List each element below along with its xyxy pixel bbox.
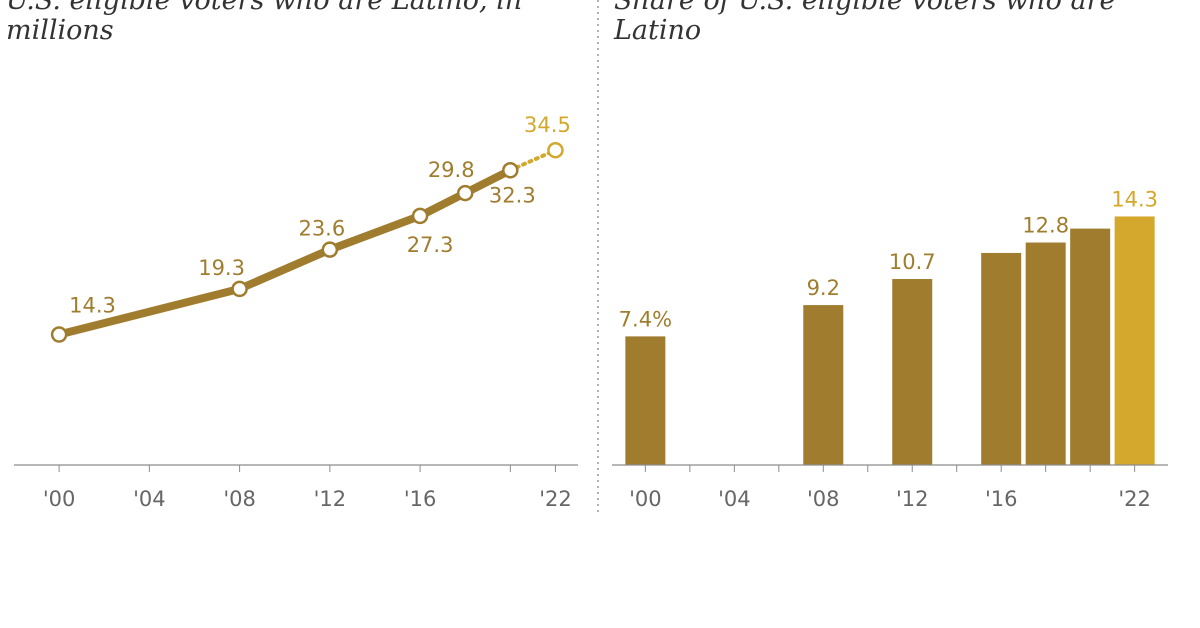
right-x-tick-label: '08 [807, 487, 840, 511]
right-bar [625, 336, 666, 465]
left-data-point [50, 326, 68, 343]
left-data-label: 19.3 [198, 256, 245, 280]
right-data-label: 14.3 [1111, 187, 1158, 211]
right-x-tick-label: '12 [896, 487, 929, 511]
right-bar [981, 252, 1022, 465]
right-data-label: 9.2 [807, 276, 840, 300]
left-data-point [321, 241, 339, 258]
left-x-tick-label: '22 [539, 487, 572, 511]
left-line-chart: '00 '04 '08 '12 '16 '22 14.3 19.3 23.6 27.3 29.8 32… [14, 113, 578, 511]
right-bar [1114, 216, 1155, 465]
left-data-point [456, 184, 474, 202]
left-data-label: 23.6 [298, 217, 345, 241]
left-x-tick-label: '12 [314, 487, 347, 511]
right-bar-chart: 7.4% 9.2 10.7 12.8 14.3 '00 '04 '08 '12 '16 '22 [612, 187, 1168, 511]
left-estimate-point [547, 141, 564, 159]
right-x-tick-label: '00 [629, 487, 662, 511]
right-x-tick-label: '22 [1118, 487, 1151, 511]
left-data-point [411, 207, 429, 225]
left-x-tick-label: '16 [404, 487, 437, 511]
left-x-tick-label: '08 [223, 487, 256, 511]
left-data-point [231, 280, 248, 298]
right-bar [803, 305, 844, 465]
left-data-label: 27.3 [407, 233, 454, 257]
right-bar [1025, 242, 1066, 465]
left-data-label: 29.8 [428, 158, 475, 182]
right-data-label: 10.7 [889, 250, 936, 274]
right-x-tick-label: '16 [985, 487, 1018, 511]
right-bar [892, 279, 933, 465]
left-data-label: 32.3 [489, 183, 536, 207]
right-bar [1070, 228, 1111, 465]
left-x-tick-label: '00 [43, 487, 76, 511]
right-x-tick-label: '04 [718, 487, 751, 511]
right-data-label: 12.8 [1022, 214, 1069, 238]
left-series-line [55, 166, 515, 339]
right-chart-title: Share of U.S. eligible voters who are La… [614, 0, 1116, 46]
right-data-label: 7.4% [619, 307, 672, 331]
left-data-point [502, 162, 519, 179]
left-estimate-label: 34.5 [524, 113, 571, 137]
left-x-tick-label: '04 [133, 487, 166, 511]
left-chart-title: U.S. eligible voters who are Latino, in … [6, 0, 523, 46]
left-data-label: 14.3 [69, 294, 116, 318]
